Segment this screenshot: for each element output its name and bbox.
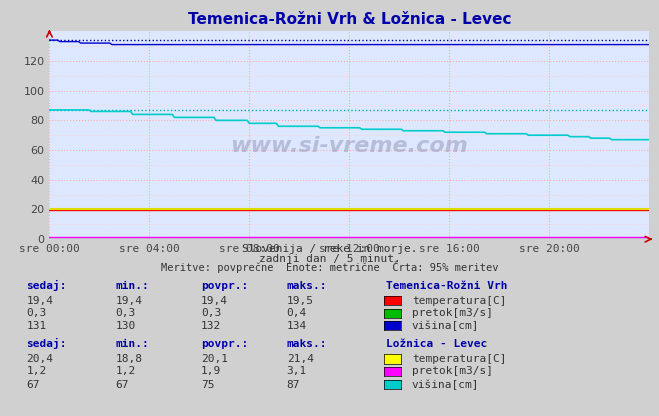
Text: temperatura[C]: temperatura[C] — [412, 296, 506, 306]
Text: 1,2: 1,2 — [115, 366, 136, 376]
Text: 20,1: 20,1 — [201, 354, 228, 364]
Text: 134: 134 — [287, 321, 307, 331]
Text: 1,9: 1,9 — [201, 366, 221, 376]
Text: zadnji dan / 5 minut.: zadnji dan / 5 minut. — [258, 254, 401, 264]
Text: 131: 131 — [26, 321, 47, 331]
Text: 0,3: 0,3 — [201, 308, 221, 318]
Text: 19,4: 19,4 — [201, 296, 228, 306]
Text: Slovenija / reke in morje.: Slovenija / reke in morje. — [242, 244, 417, 254]
Text: 130: 130 — [115, 321, 136, 331]
Text: pretok[m3/s]: pretok[m3/s] — [412, 366, 493, 376]
Text: 19,4: 19,4 — [115, 296, 142, 306]
Text: 19,4: 19,4 — [26, 296, 53, 306]
Text: 67: 67 — [115, 380, 129, 390]
Text: 75: 75 — [201, 380, 214, 390]
Text: 1,2: 1,2 — [26, 366, 47, 376]
Text: višina[cm]: višina[cm] — [412, 320, 479, 331]
Text: 3,1: 3,1 — [287, 366, 307, 376]
Text: sedaj:: sedaj: — [26, 280, 67, 291]
Text: 21,4: 21,4 — [287, 354, 314, 364]
Text: pretok[m3/s]: pretok[m3/s] — [412, 308, 493, 318]
Text: 18,8: 18,8 — [115, 354, 142, 364]
Text: 19,5: 19,5 — [287, 296, 314, 306]
Text: 0,4: 0,4 — [287, 308, 307, 318]
Text: temperatura[C]: temperatura[C] — [412, 354, 506, 364]
Title: Temenica-Rožni Vrh & Ložnica - Levec: Temenica-Rožni Vrh & Ložnica - Levec — [188, 12, 511, 27]
Text: min.:: min.: — [115, 339, 149, 349]
Text: 0,3: 0,3 — [26, 308, 47, 318]
Text: 0,3: 0,3 — [115, 308, 136, 318]
Text: maks.:: maks.: — [287, 339, 327, 349]
Text: 132: 132 — [201, 321, 221, 331]
Text: min.:: min.: — [115, 281, 149, 291]
Text: 87: 87 — [287, 380, 300, 390]
Text: sedaj:: sedaj: — [26, 338, 67, 349]
Text: 67: 67 — [26, 380, 40, 390]
Text: www.si-vreme.com: www.si-vreme.com — [231, 136, 468, 156]
Text: Temenica-Rožni Vrh: Temenica-Rožni Vrh — [386, 281, 507, 291]
Text: povpr.:: povpr.: — [201, 339, 248, 349]
Text: Ložnica - Levec: Ložnica - Levec — [386, 339, 487, 349]
Text: povpr.:: povpr.: — [201, 281, 248, 291]
Text: maks.:: maks.: — [287, 281, 327, 291]
Text: višina[cm]: višina[cm] — [412, 379, 479, 390]
Text: Meritve: povprečne  Enote: metrične  Črta: 95% meritev: Meritve: povprečne Enote: metrične Črta:… — [161, 261, 498, 273]
Text: 20,4: 20,4 — [26, 354, 53, 364]
